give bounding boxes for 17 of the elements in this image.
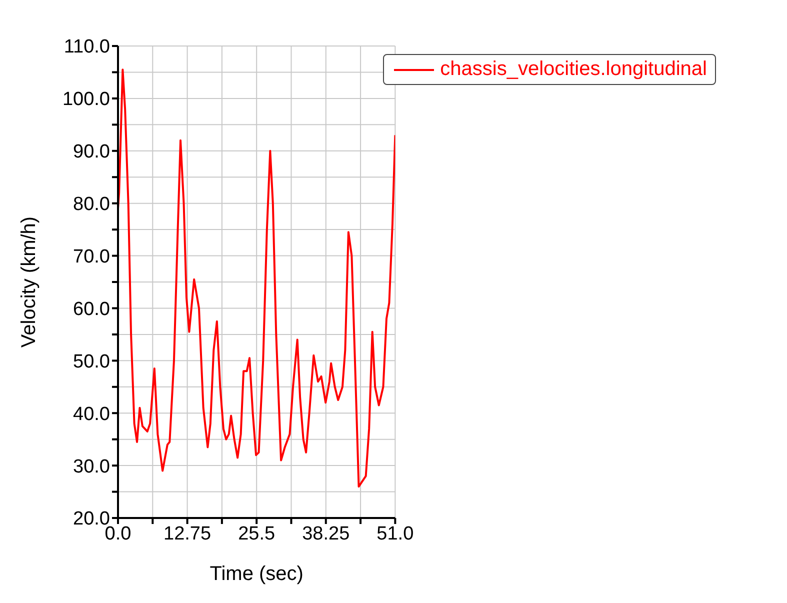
legend-label: chassis_velocities.longitudinal: [440, 58, 707, 81]
x-tick-label: 25.5: [238, 523, 276, 544]
y-tick-label: 60.0: [73, 298, 110, 320]
y-tick-label: 90.0: [73, 142, 110, 163]
y-tick-label: 50.0: [73, 351, 110, 372]
x-tick-label: 51.0: [376, 523, 414, 544]
x-tick-label: 38.25: [302, 523, 350, 544]
y-tick-label: 110.0: [64, 36, 110, 58]
x-axis-title: Time (sec): [210, 563, 304, 585]
y-axis-title: Velocity (km/h): [18, 216, 40, 348]
y-tick-label: 100.0: [62, 89, 110, 110]
y-tick-label: 70.0: [73, 246, 110, 268]
x-tick-label: 12.75: [164, 523, 212, 544]
y-tick-label: 40.0: [73, 404, 110, 425]
y-tick-label: 30.0: [73, 456, 110, 478]
y-tick-label: 80.0: [73, 194, 110, 216]
line-series: [118, 68, 396, 488]
